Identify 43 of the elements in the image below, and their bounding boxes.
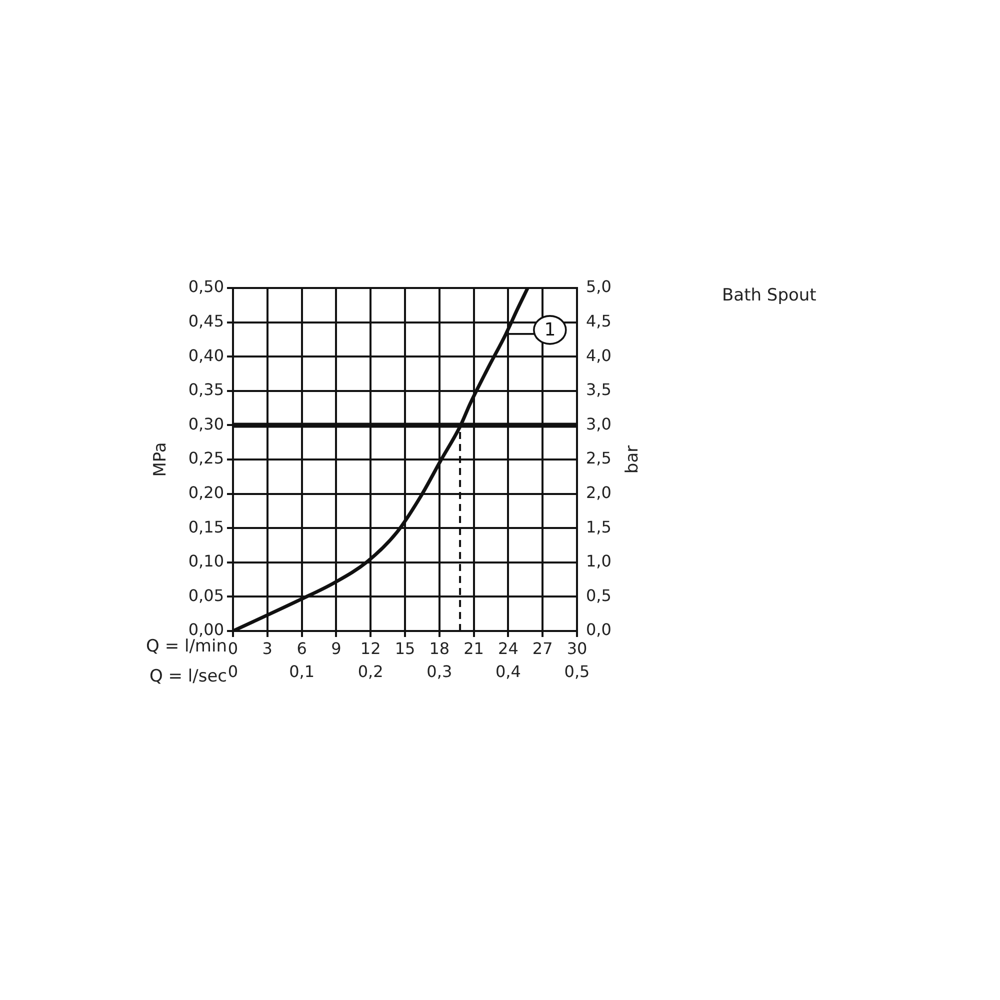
y2-tick-label: 2,0	[586, 482, 612, 502]
y2-tick-label: 1,0	[586, 552, 612, 571]
y-tick-label: 0,15	[188, 517, 224, 536]
x-tick-label: 0	[228, 638, 238, 658]
x2-tick-label: 0,4	[495, 662, 521, 681]
x2-tick-label: 0	[228, 662, 238, 681]
x-tick-label: 30	[566, 638, 588, 658]
x2-tick-label: 0,5	[564, 662, 590, 681]
y2-tick-label: 5,0	[586, 277, 612, 296]
y-tick-label: 0,20	[188, 482, 224, 502]
x2-tick-label: 0,2	[358, 662, 384, 681]
x2-tick-label: 0,1	[289, 662, 315, 681]
x-tick-label: 15	[394, 638, 416, 658]
y2-tick-label: 2,5	[586, 448, 612, 468]
y2-tick-label: 4,0	[586, 346, 612, 365]
y-tick-label: 0,25	[188, 448, 224, 468]
text: Bath Spout	[722, 285, 817, 306]
y-tick-label: 0,30	[188, 414, 224, 434]
x-tick-label: 18	[429, 638, 450, 658]
y2-tick-label: 3,5	[586, 380, 612, 400]
x-tick-label: 27	[532, 638, 553, 658]
x-tick-label: 24	[498, 638, 518, 658]
y2-tick-label: 4,5	[586, 311, 612, 330]
x-tick-label: 21	[464, 638, 484, 658]
x-tick-label: 6	[296, 638, 307, 658]
x-tick-label: 12	[360, 638, 381, 658]
x-tick-label: 3	[262, 638, 272, 658]
y-tick-label: 0,50	[188, 277, 224, 296]
y2-tick-label: 0,0	[586, 620, 612, 640]
y-tick-label: 0,40	[188, 346, 224, 365]
x-tick-label: 9	[331, 638, 342, 658]
annotation: 1	[544, 320, 556, 341]
y2-tick-label: 3,0	[586, 414, 612, 434]
x2-tick-label: 0,3	[426, 662, 452, 681]
y2-axis-title: bar	[622, 445, 642, 474]
y-tick-label: 0,45	[188, 311, 224, 330]
y-tick-label: 0,10	[188, 552, 224, 571]
y-tick-label: 0,05	[188, 586, 224, 605]
y-tick-label: 0,35	[188, 380, 224, 400]
x2-axis-title: Q = l/sec	[149, 666, 227, 686]
y-axis-title: MPa	[150, 442, 170, 477]
y2-tick-label: 0,5	[586, 586, 612, 605]
y2-tick-label: 1,5	[586, 517, 612, 536]
